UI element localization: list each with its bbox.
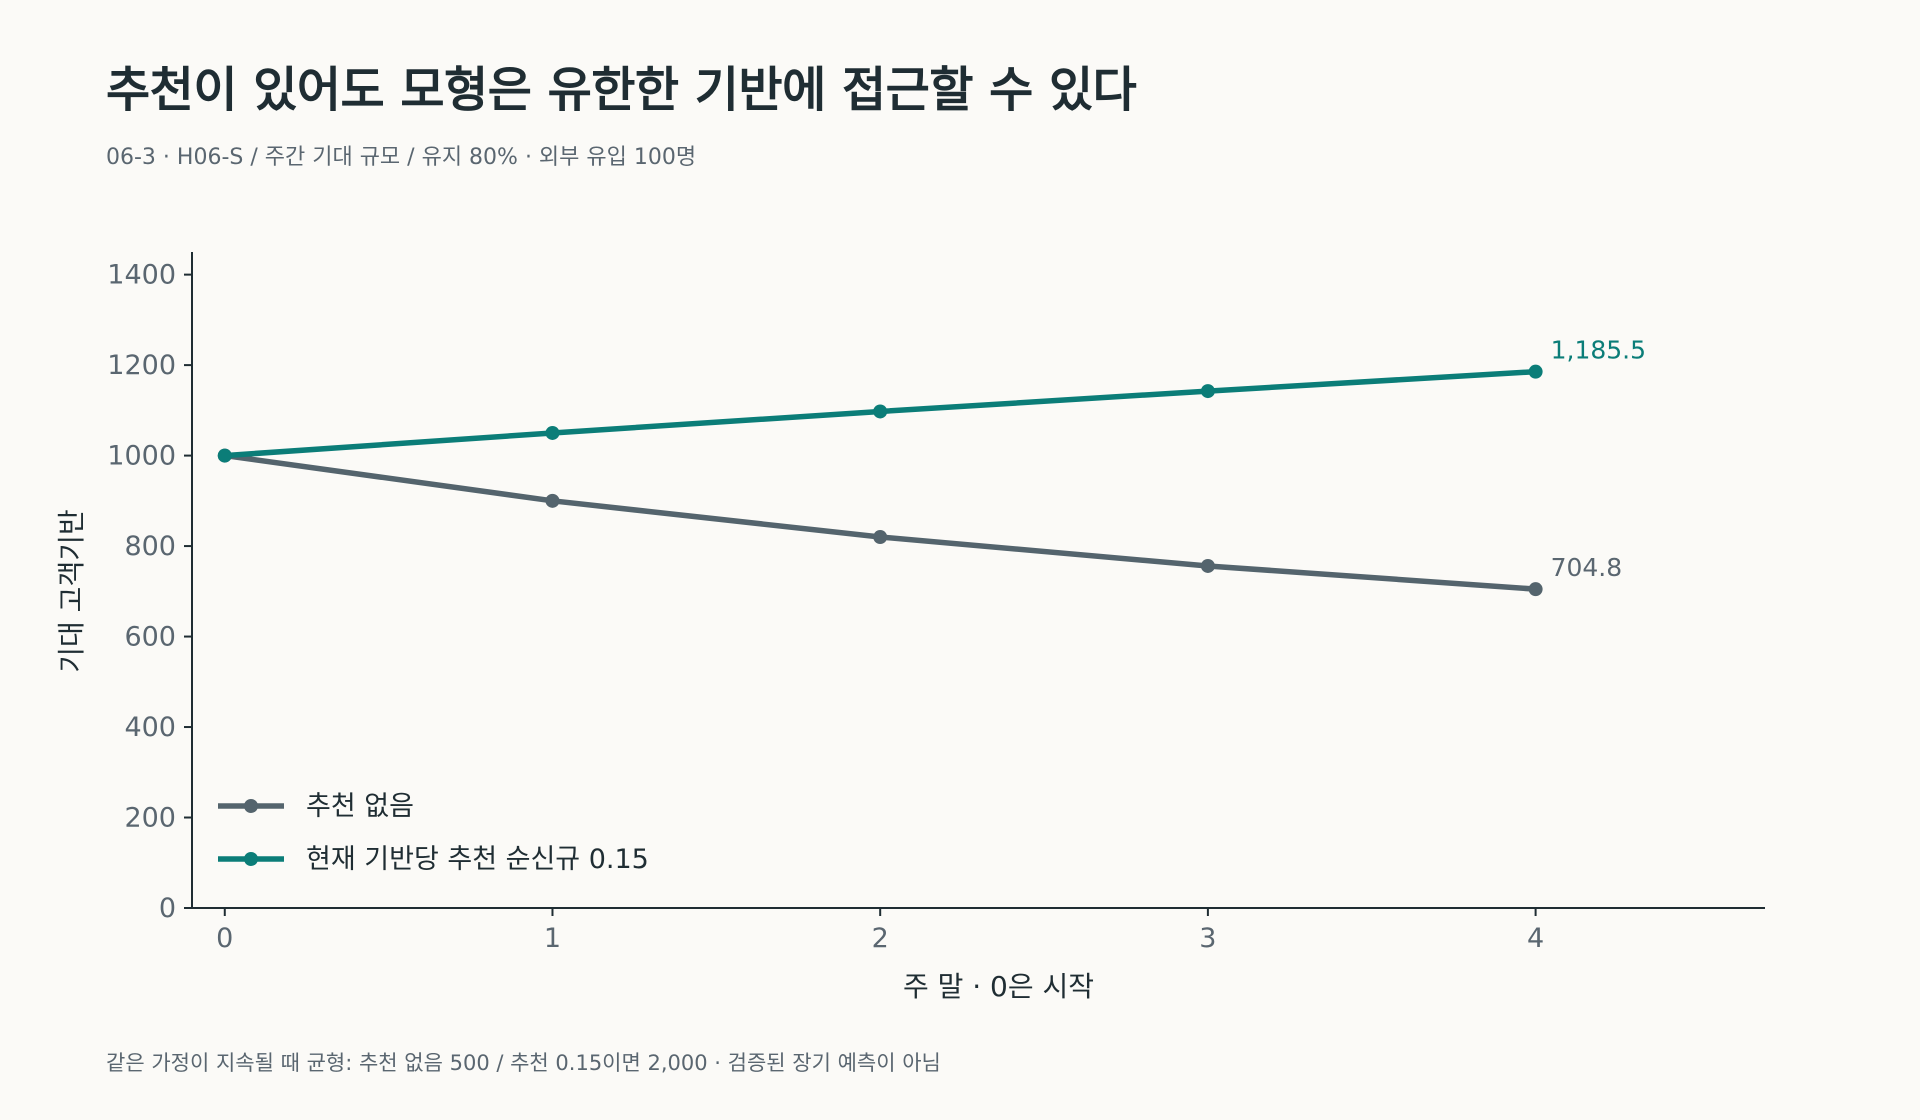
x-axis-label: 주 말 · 0은 시작 (903, 970, 1094, 1003)
chart-footnote: 같은 가정이 지속될 때 균형: 추천 없음 500 / 추천 0.15이면 2… (106, 1051, 941, 1075)
legend-marker (244, 799, 258, 813)
series-1: 1,185.5 (217, 336, 1646, 463)
y-tick-label: 1000 (107, 441, 176, 472)
x-tick-label: 1 (544, 923, 561, 954)
data-point (873, 530, 888, 545)
chart-subtitle: 06-3 · H06-S / 주간 기대 규모 / 유지 80% · 외부 유입… (106, 145, 697, 170)
y-tick-label: 400 (124, 712, 176, 743)
data-point (873, 404, 888, 419)
y-tick-label: 600 (124, 622, 176, 653)
x-tick-label: 4 (1527, 923, 1544, 954)
legend-item-0: 추천 없음 (218, 791, 414, 822)
x-tick-label: 0 (216, 923, 233, 954)
x-tick-label: 3 (1199, 923, 1216, 954)
y-tick-label: 200 (124, 803, 176, 834)
end-value-label: 704.8 (1551, 553, 1623, 582)
legend-label: 추천 없음 (306, 791, 414, 822)
y-tick-label: 1200 (107, 350, 176, 381)
data-point (1200, 558, 1215, 573)
data-point (545, 493, 560, 508)
y-axis-label: 기대 고객기반 (55, 509, 88, 672)
chart-title: 추천이 있어도 모형은 유한한 기반에 접근할 수 있다 (106, 62, 1137, 118)
series-0: 704.8 (217, 448, 1623, 597)
legend-label: 현재 기반당 추천 순신규 0.15 (306, 844, 649, 875)
y-tick-label: 1400 (107, 260, 176, 291)
chart-axes: 0 200 400 600 800 1000 1200 1400 0 1 2 3 4 (107, 252, 1765, 954)
series-line (222, 452, 1539, 592)
y-tick-label: 0 (159, 893, 176, 924)
y-tick-label: 800 (124, 531, 176, 562)
data-point (217, 448, 232, 463)
x-tick-label: 2 (872, 923, 889, 954)
end-value-label: 1,185.5 (1551, 336, 1646, 365)
data-point (1528, 364, 1543, 379)
legend-item-1: 현재 기반당 추천 순신규 0.15 (218, 844, 649, 875)
chart-series: 704.8 1,185.5 (217, 336, 1646, 597)
data-point (1528, 582, 1543, 597)
data-point (545, 425, 560, 440)
legend-marker (244, 852, 258, 866)
data-point (1200, 384, 1215, 399)
